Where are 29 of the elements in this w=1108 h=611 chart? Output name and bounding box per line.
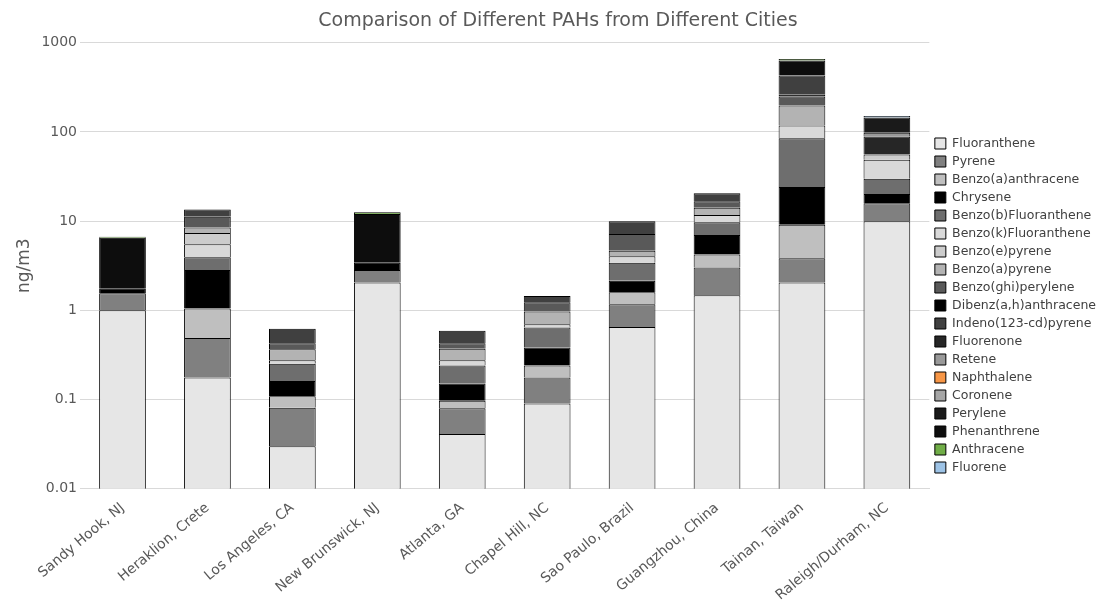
legend-label: Pyrene (952, 152, 996, 168)
legend-label: Phenanthrene (952, 422, 1041, 438)
legend-label: Naphthalene (952, 368, 1033, 384)
legend-label: Perylene (952, 404, 1007, 420)
chart-title: Comparison of Different PAHs from Different Cities (318, 8, 798, 31)
legend-label: Benzo(ghi)perylene (952, 278, 1075, 294)
legend-label: Benzo(b)Fluoranthene (952, 206, 1092, 222)
legend-label: Fluorene (952, 458, 1007, 474)
legend-label: Benzo(k)Fluoranthene (952, 224, 1091, 240)
legend-label: Fluorenone (952, 332, 1023, 348)
y-tick-label: 1 (68, 300, 78, 317)
legend-label: Indeno(123-cd)pyrene (952, 314, 1092, 330)
legend-label: Benzo(e)pyrene (952, 242, 1052, 258)
y-tick-label: 0.1 (54, 390, 78, 407)
legend-label: Anthracene (952, 440, 1025, 456)
legend-label: Retene (952, 350, 997, 366)
legend-label: Dibenz(a,h)anthracene (952, 296, 1097, 312)
legend-label: Coronene (952, 386, 1013, 402)
y-tick-label: 100 (50, 122, 78, 139)
legend-label: Benzo(a)pyrene (952, 260, 1052, 276)
y-tick-label: 10 (59, 211, 78, 228)
y-axis-title: ng/m3 (12, 238, 33, 294)
y-tick-label: 0.01 (45, 479, 78, 496)
legend-label: Fluoranthene (952, 134, 1036, 150)
legend-label: Benzo(a)anthracene (952, 170, 1080, 186)
legend-label: Chrysene (952, 188, 1012, 204)
bar (269, 381, 316, 397)
bar (184, 269, 231, 309)
y-tick-label: 1000 (41, 33, 78, 50)
